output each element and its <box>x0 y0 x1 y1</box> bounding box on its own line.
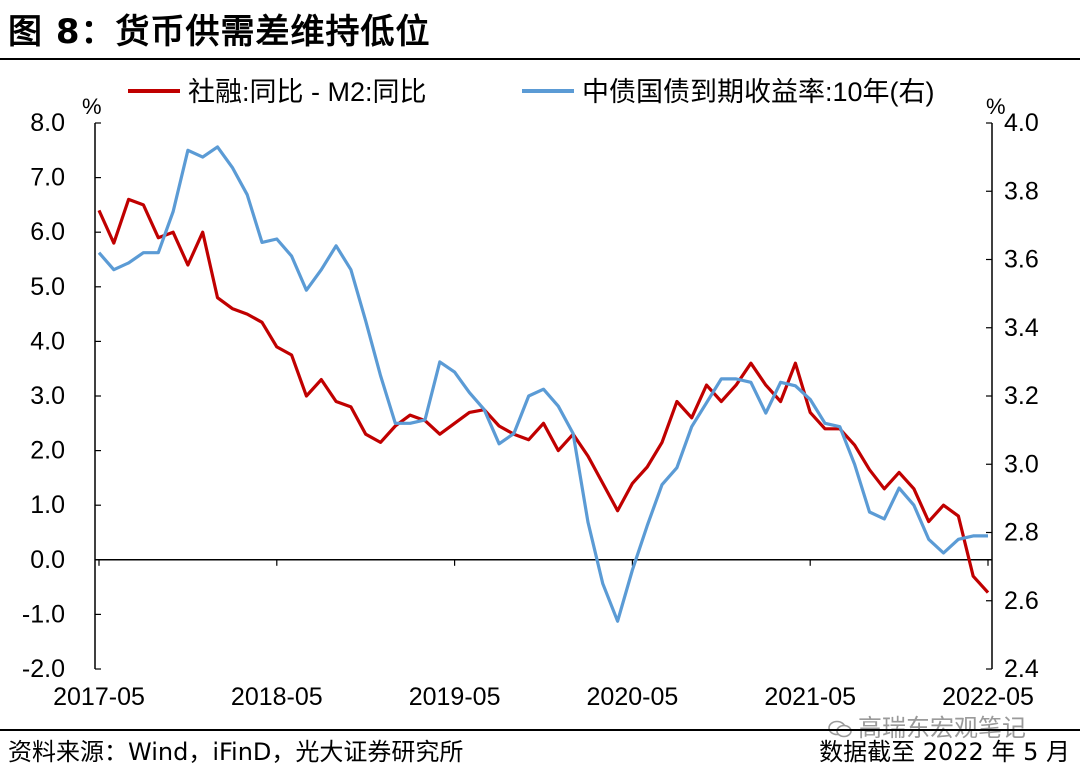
right-axis-unit: % <box>986 94 1006 119</box>
date-note: 数据截至 2022 年 5 月 <box>819 738 1070 766</box>
watermark: 高瑞东宏观笔记 <box>828 708 1026 743</box>
left-tick-label: 6.0 <box>30 218 65 246</box>
legend: 社融:同比 - M2:同比 中债国债到期收益率:10年(右) <box>128 77 935 107</box>
x-tick-label: 2019-05 <box>409 683 501 711</box>
left-axis-unit: % <box>82 94 102 119</box>
series-line-2 <box>97 145 988 623</box>
legend-label-series2: 中债国债到期收益率:10年(右) <box>582 77 935 107</box>
right-tick-label: 3.2 <box>1004 382 1039 410</box>
figure-title: 图 8：货币供需差维持低位 <box>8 12 431 52</box>
x-tick-label: 2018-05 <box>231 683 323 711</box>
left-tick-label: -1.0 <box>22 600 65 628</box>
axes <box>94 122 993 670</box>
series-lines <box>97 145 990 623</box>
left-tick-label: 5.0 <box>30 273 65 301</box>
right-tick-label: 4.0 <box>1004 109 1039 137</box>
left-tick-label: -2.0 <box>22 655 65 683</box>
title-divider <box>0 58 1080 60</box>
chart-canvas: 社融:同比 - M2:同比 中债国债到期收益率:10年(右) % % 8.0 7.… <box>22 77 1039 711</box>
left-tick-label: 1.0 <box>30 491 65 519</box>
left-tick-label: 3.0 <box>30 382 65 410</box>
left-tick-label: 4.0 <box>30 327 65 355</box>
x-tick-label: 2020-05 <box>587 683 679 711</box>
watermark-text: 高瑞东宏观笔记 <box>858 714 1026 742</box>
left-tick-label: 0.0 <box>30 546 65 574</box>
source-note: 资料来源：Wind，iFinD，光大证券研究所 <box>8 738 464 766</box>
legend-label-series1: 社融:同比 - M2:同比 <box>188 77 427 107</box>
x-tick-label: 2022-05 <box>942 683 1034 711</box>
x-tick-label: 2021-05 <box>764 683 856 711</box>
right-tick-label: 3.8 <box>1004 177 1039 205</box>
left-tick-label: 8.0 <box>30 109 65 137</box>
right-tick-label: 3.0 <box>1004 450 1039 478</box>
x-tick-label: 2017-05 <box>53 683 145 711</box>
right-tick-label: 2.8 <box>1004 519 1039 547</box>
right-tick-label: 2.4 <box>1004 655 1039 683</box>
footer-divider <box>0 729 1080 731</box>
left-tick-label: 7.0 <box>30 164 65 192</box>
right-tick-label: 2.6 <box>1004 587 1039 615</box>
tick-labels: 8.0 7.0 6.0 5.0 4.0 3.0 2.0 1.0 0.0 -1.0 -2.0 4.0 3.… <box>22 109 1039 711</box>
right-tick-label: 3.4 <box>1004 314 1039 342</box>
right-tick-label: 3.6 <box>1004 246 1039 274</box>
left-tick-label: 2.0 <box>30 437 65 465</box>
series-line-1 <box>97 197 990 594</box>
wechat-icon <box>828 720 852 738</box>
